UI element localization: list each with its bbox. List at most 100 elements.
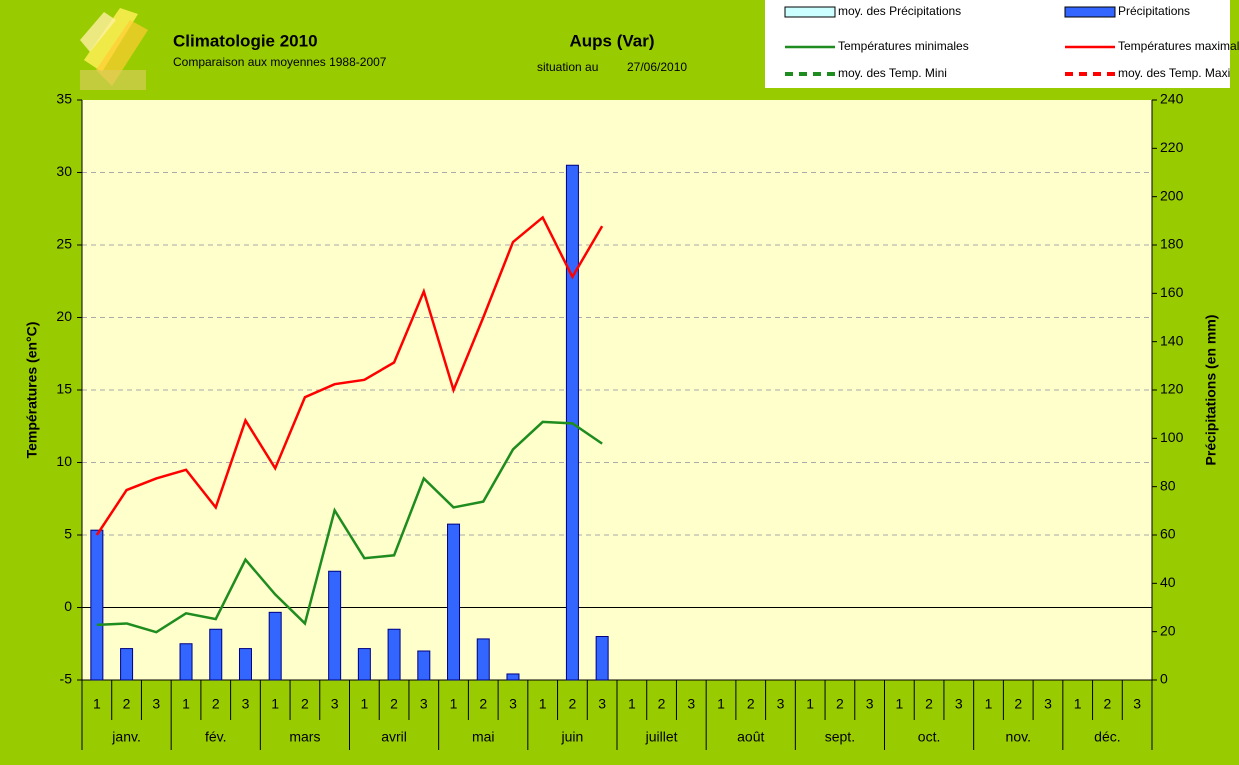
x-tick-label: 3	[866, 696, 874, 712]
x-tick-label: 2	[658, 696, 666, 712]
line	[96, 420, 603, 634]
legend-label: moy. des Précipitations	[838, 4, 961, 18]
legend-label: moy. des Temp. Mini	[838, 66, 947, 80]
y2-tick-label: 80	[1160, 477, 1176, 493]
logo	[80, 8, 148, 90]
y2-tick-label: 240	[1160, 91, 1184, 107]
y-tick-label: 15	[56, 381, 72, 397]
x-tick-label: 3	[777, 696, 785, 712]
x-tick-label: 2	[390, 696, 398, 712]
x-tick-label: 2	[925, 696, 933, 712]
y2-tick-label: 60	[1160, 526, 1176, 542]
bar	[238, 648, 252, 681]
x-tick-label: 3	[152, 696, 160, 712]
x-tick-label: 2	[301, 696, 309, 712]
bar	[357, 648, 371, 681]
y2-tick-label: 220	[1160, 139, 1184, 155]
x-tick-label: 3	[331, 696, 339, 712]
x-tick-label: 2	[479, 696, 487, 712]
legend-label: moy. des Temp. Maxi	[1118, 66, 1230, 80]
x-group-label: janv.	[111, 729, 141, 745]
x-tick-label: 2	[569, 696, 577, 712]
legend-swatch	[1064, 6, 1116, 18]
chart-title: Climatologie 2010	[173, 31, 318, 50]
bar	[268, 611, 282, 681]
bar	[506, 673, 520, 681]
y2-axis-title: Précipitations (en mm)	[1203, 315, 1219, 466]
legend-label: Précipitations	[1118, 4, 1190, 18]
x-tick-label: 3	[242, 696, 250, 712]
x-tick-label: 3	[1133, 696, 1141, 712]
y2-tick-label: 160	[1160, 284, 1184, 300]
x-group-label: sept.	[825, 729, 855, 745]
x-tick-label: 1	[1074, 696, 1082, 712]
y2-tick-label: 180	[1160, 236, 1184, 252]
y-tick-label: 5	[64, 526, 72, 542]
y-axis-title: Températures (en°C)	[24, 322, 40, 459]
situation-date: 27/06/2010	[627, 60, 687, 74]
y-tick-label: 25	[56, 236, 72, 252]
x-tick-label: 2	[123, 696, 131, 712]
x-tick-label: 1	[895, 696, 903, 712]
bar	[179, 643, 193, 681]
bar	[90, 529, 104, 681]
x-tick-label: 3	[598, 696, 606, 712]
y2-tick-label: 140	[1160, 332, 1184, 348]
bar	[387, 628, 401, 681]
y-tick-label: -5	[60, 671, 73, 687]
bar	[120, 648, 134, 681]
x-tick-label: 2	[1104, 696, 1112, 712]
x-group-label: mai	[472, 729, 495, 745]
x-tick-label: 1	[628, 696, 636, 712]
y-tick-label: 35	[56, 91, 72, 107]
bar	[209, 628, 223, 681]
legend-box	[765, 0, 1230, 88]
y2-tick-label: 20	[1160, 622, 1176, 638]
x-tick-label: 1	[360, 696, 368, 712]
x-group-label: oct.	[918, 729, 941, 745]
x-tick-label: 1	[539, 696, 547, 712]
x-tick-label: 3	[1044, 696, 1052, 712]
x-tick-label: 1	[717, 696, 725, 712]
bar	[328, 570, 342, 681]
x-group-label: mars	[289, 729, 320, 745]
bar	[595, 636, 609, 681]
x-tick-label: 2	[836, 696, 844, 712]
y-tick-label: 0	[64, 598, 72, 614]
station: Aups (Var)	[569, 31, 654, 50]
x-tick-label: 2	[1014, 696, 1022, 712]
x-tick-label: 1	[985, 696, 993, 712]
x-group-label: juillet	[645, 729, 678, 745]
x-tick-label: 1	[182, 696, 190, 712]
x-tick-label: 2	[747, 696, 755, 712]
x-group-label: fév.	[205, 729, 227, 745]
x-tick-label: 3	[509, 696, 517, 712]
legend-label: Températures minimales	[838, 39, 969, 53]
x-tick-label: 1	[450, 696, 458, 712]
x-tick-label: 1	[271, 696, 279, 712]
y-tick-label: 10	[56, 453, 72, 469]
x-group-label: nov.	[1006, 729, 1031, 745]
bar	[476, 638, 490, 681]
x-group-label: déc.	[1094, 729, 1120, 745]
bar	[447, 523, 461, 681]
situation-label: situation au	[537, 60, 598, 74]
y2-tick-label: 120	[1160, 381, 1184, 397]
x-group-label: août	[737, 729, 764, 745]
x-tick-label: 3	[687, 696, 695, 712]
x-tick-label: 1	[806, 696, 814, 712]
x-tick-label: 3	[420, 696, 428, 712]
line	[95, 215, 604, 536]
y2-tick-label: 0	[1160, 671, 1168, 687]
x-group-label: juin	[561, 729, 584, 745]
y-tick-label: 20	[56, 308, 72, 324]
y-tick-label: 30	[56, 163, 72, 179]
x-tick-label: 2	[212, 696, 220, 712]
y2-tick-label: 100	[1160, 429, 1184, 445]
x-tick-label: 3	[955, 696, 963, 712]
legend-label: Températures maximales	[1118, 39, 1239, 53]
chart-subtitle: Comparaison aux moyennes 1988-2007	[173, 55, 387, 69]
y2-tick-label: 40	[1160, 574, 1176, 590]
x-tick-label: 1	[93, 696, 101, 712]
